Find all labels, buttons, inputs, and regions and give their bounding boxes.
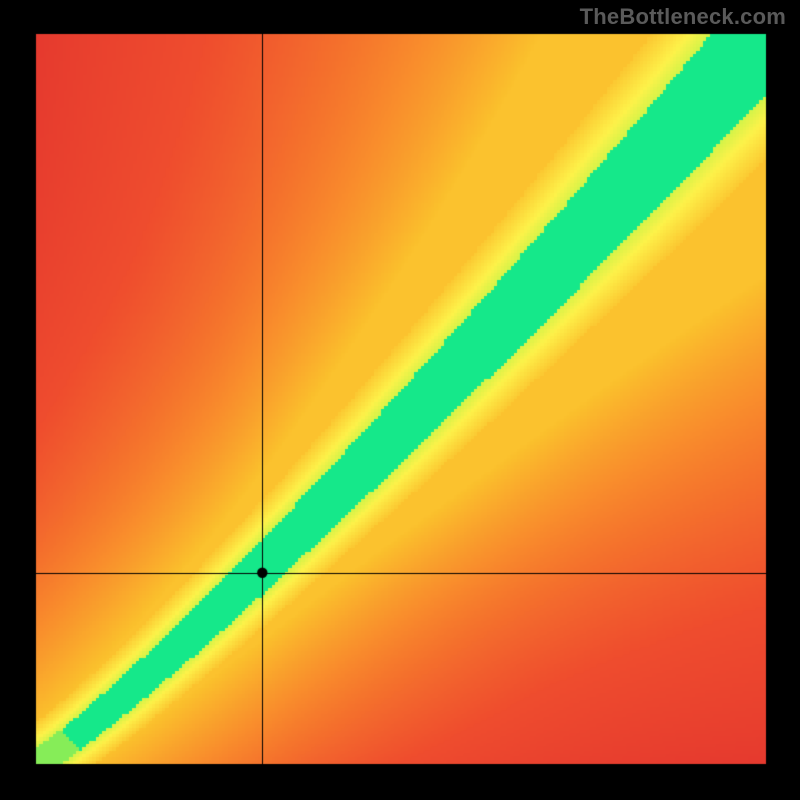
watermark: TheBottleneck.com (580, 4, 786, 30)
heatmap-canvas (0, 0, 800, 800)
chart-container: TheBottleneck.com (0, 0, 800, 800)
